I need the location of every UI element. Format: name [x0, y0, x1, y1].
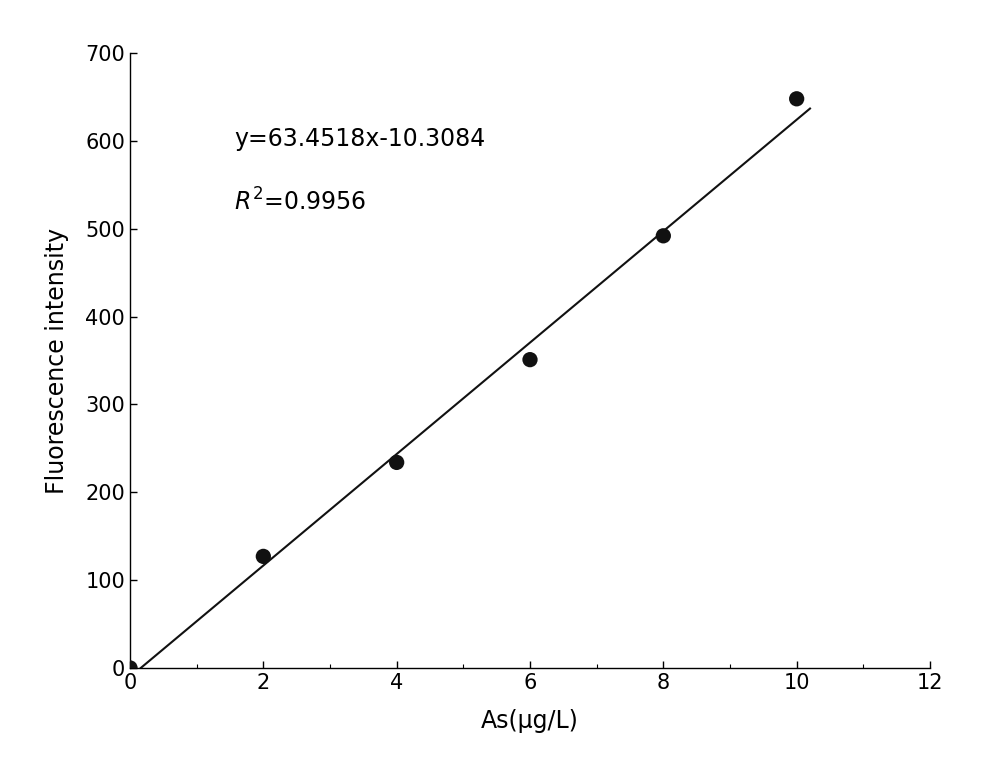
Point	[255, 550, 271, 562]
Point	[122, 662, 138, 674]
X-axis label: As(μg/L): As(μg/L)	[481, 710, 579, 733]
Text: $R^2$=0.9956: $R^2$=0.9956	[234, 188, 366, 216]
Text: y=63.4518x-10.3084: y=63.4518x-10.3084	[234, 127, 485, 151]
Point	[522, 354, 538, 366]
Point	[389, 456, 405, 468]
Point	[655, 230, 671, 242]
Point	[789, 93, 805, 105]
Y-axis label: Fluorescence intensity: Fluorescence intensity	[45, 228, 69, 493]
